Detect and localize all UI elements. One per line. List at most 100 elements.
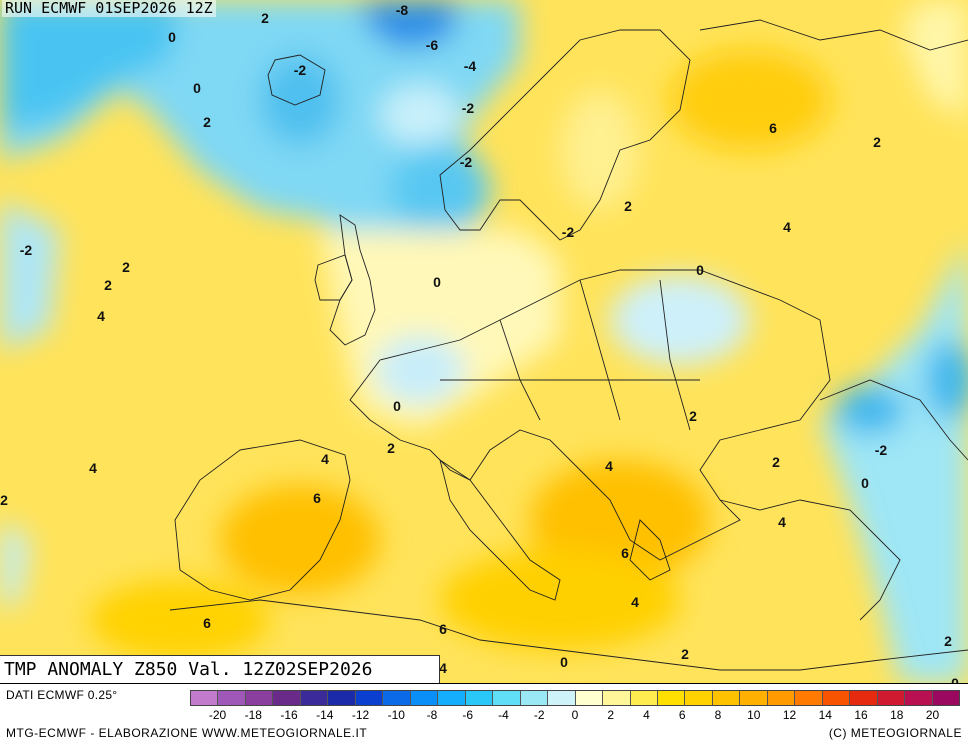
- scale-cell: [493, 691, 521, 705]
- scale-tick-label: 10: [747, 708, 761, 722]
- contour-value-label: 2: [873, 134, 881, 150]
- scale-tick-label: 12: [782, 708, 797, 722]
- contour-value-label: -2: [20, 242, 33, 258]
- contour-value-label: 2: [624, 198, 632, 214]
- contour-value-label: 0: [168, 29, 176, 45]
- scale-tick-label: 20: [925, 708, 940, 722]
- contour-value-label: 0: [861, 475, 869, 491]
- contour-value-label: 4: [631, 594, 639, 610]
- contour-value-label: -4: [464, 58, 477, 74]
- scale-tick-label: -10: [387, 708, 405, 722]
- run-header: RUN ECMWF 01SEP2026 12Z: [2, 0, 216, 17]
- contour-value-label: 0: [393, 398, 401, 414]
- contour-value-label: 2: [261, 10, 269, 26]
- scale-tick-label: 14: [818, 708, 832, 722]
- scale-tick-label: 8: [714, 708, 722, 722]
- scale-ticks: -20 -18 -16 -14 -12 -10 -8 -6 -4 -2 0 2 4 6 8 10 12 14 16 1…: [190, 708, 960, 724]
- scale-tick-label: 6: [678, 708, 686, 722]
- scale-tick-label: -4: [498, 708, 509, 722]
- contour-value-label: 2: [772, 454, 780, 470]
- scale-cell: [905, 691, 933, 705]
- contour-value-label: 0: [433, 274, 441, 290]
- contour-value-label: 4: [89, 460, 97, 476]
- scale-cell: [932, 691, 960, 705]
- scale-tick-label: -20: [208, 708, 227, 722]
- scale-tick-label: -14: [316, 708, 334, 722]
- scale-cell: [465, 691, 494, 705]
- scale-tick-label: -6: [462, 708, 474, 722]
- scale-cell: [657, 691, 686, 705]
- scale-cell: [767, 691, 796, 705]
- contour-value-label: -2: [462, 100, 475, 116]
- scale-cell: [877, 691, 906, 705]
- scale-cell: [300, 691, 329, 705]
- contour-value-label: 2: [944, 633, 952, 649]
- scale-tick-label: 18: [890, 708, 904, 722]
- contour-value-label: -6: [426, 37, 439, 53]
- scale-cell: [438, 691, 466, 705]
- scale-cell: [740, 691, 768, 705]
- data-source: DATI ECMWF 0.25°: [6, 688, 118, 702]
- contour-value-label: 2: [681, 646, 689, 662]
- contour-value-label: -2: [875, 442, 888, 458]
- scale-cell: [245, 691, 274, 705]
- scale-tick-label: -8: [426, 708, 438, 722]
- footer: DATI ECMWF 0.25° -20 -18 -16 -14 -12 -10 -8 -6-…: [0, 683, 968, 746]
- contour-value-label: 4: [97, 308, 105, 324]
- contour-value-label: 2: [122, 259, 130, 275]
- scale-cell: [712, 691, 741, 705]
- contour-value-label: 2: [104, 277, 112, 293]
- scale-tick-label: -2: [533, 708, 545, 722]
- scale-cell: [603, 691, 631, 705]
- scale-tick-label: 16: [854, 708, 868, 722]
- scale-tick-label: -16: [280, 708, 298, 722]
- contour-value-label: 2: [689, 408, 697, 424]
- scale-tick-label: 2: [607, 708, 615, 722]
- contour-value-label: 0: [696, 262, 704, 278]
- scale-cell: [520, 691, 549, 705]
- contour-value-label: 2: [387, 440, 395, 456]
- contour-value-label: -2: [562, 224, 575, 240]
- scale-tick-label: -18: [244, 708, 262, 722]
- coastlines: [169, 19, 968, 671]
- contour-value-label: 0: [951, 675, 959, 683]
- contour-value-label: 0: [193, 80, 201, 96]
- scale-cell: [548, 691, 576, 705]
- scale-cell: [575, 691, 604, 705]
- scale-cell: [795, 691, 823, 705]
- scale-cell: [630, 691, 658, 705]
- scale-cell: [191, 691, 219, 705]
- contour-value-label: 4: [778, 514, 786, 530]
- contour-value-label: 4: [605, 458, 613, 474]
- scale-tick-label: 0: [571, 708, 579, 722]
- contour-value-label: -2: [460, 154, 473, 170]
- scale-tick-label: 4: [643, 708, 650, 722]
- contour-value-label: 2: [203, 114, 211, 130]
- anomaly-map: 2 -8 -6 0 -2 -4 0 -2 2 -2 -2 6 2 2 4 -2 0 2 2 0 4 0 2 4 4 -2 2 2 4 6 2…: [0, 0, 968, 683]
- scale-cell: [355, 691, 384, 705]
- scale-cell: [410, 691, 439, 705]
- contour-value-label: 6: [621, 545, 629, 561]
- contour-value-label: -8: [396, 2, 409, 18]
- contour-value-label: 0: [560, 654, 568, 670]
- contour-value-label: -2: [294, 62, 307, 78]
- color-scale: [190, 690, 960, 706]
- contour-value-label: 4: [439, 660, 447, 676]
- contour-value-label: 6: [203, 615, 211, 631]
- scale-cell: [328, 691, 356, 705]
- contour-value-label: 2: [0, 492, 8, 508]
- contour-value-label: 6: [439, 621, 447, 637]
- contour-value-label: 6: [769, 120, 777, 136]
- contour-value-label: 4: [783, 219, 791, 235]
- contour-value-label: 4: [321, 451, 329, 467]
- scale-tick-label: -12: [351, 708, 370, 722]
- scale-cell: [822, 691, 851, 705]
- contour-value-label: 6: [313, 490, 321, 506]
- scale-cell: [273, 691, 301, 705]
- map-title: TMP ANOMALY Z850 Val. 12Z02SEP2026: [0, 655, 440, 683]
- scale-cell: [218, 691, 246, 705]
- scale-cell: [383, 691, 411, 705]
- scale-cell: [685, 691, 713, 705]
